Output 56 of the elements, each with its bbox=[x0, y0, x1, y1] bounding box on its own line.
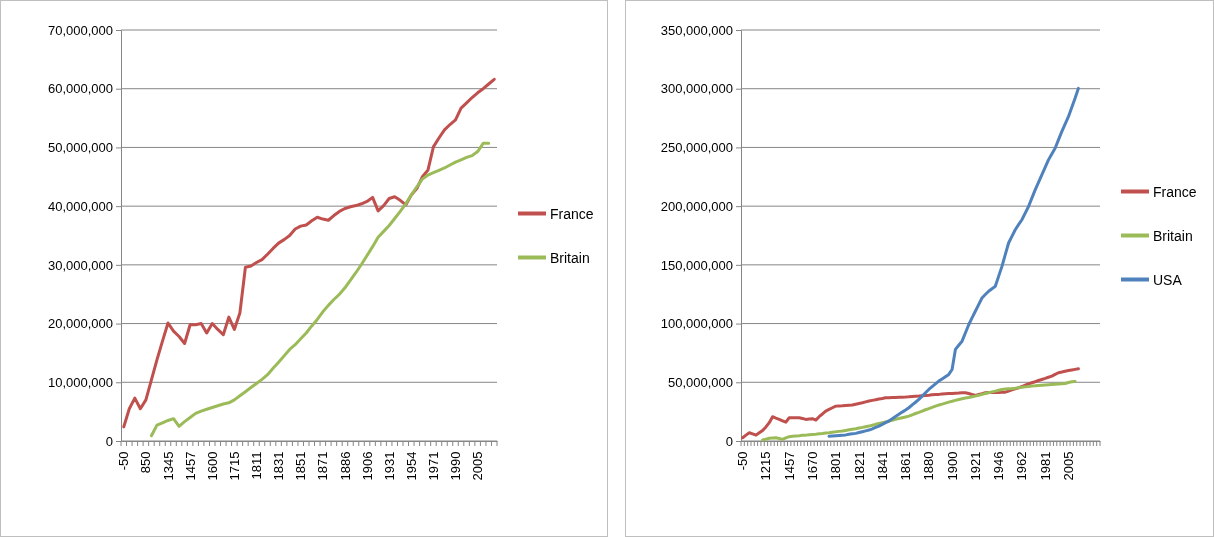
x-tick-label: 1600 bbox=[204, 451, 220, 481]
y-tick-label: 300,000,000 bbox=[660, 81, 733, 97]
x-tick-label: 1886 bbox=[337, 451, 353, 481]
legend-label: Britain bbox=[1153, 227, 1193, 244]
x-tick-label: 1871 bbox=[315, 451, 331, 481]
x-tick-label: -50 bbox=[116, 451, 132, 471]
y-tick-label: 100,000,000 bbox=[660, 316, 733, 332]
x-tick-label: 1861 bbox=[898, 451, 914, 481]
y-tick-label: 50,000,000 bbox=[47, 140, 113, 156]
y-tick-label: 30,000,000 bbox=[47, 257, 113, 273]
x-tick-label: -50 bbox=[735, 451, 751, 471]
x-tick-label: 1841 bbox=[874, 451, 890, 481]
x-tick-label: 1801 bbox=[828, 451, 844, 481]
x-tick-label: 1900 bbox=[944, 451, 960, 481]
x-tick-label: 850 bbox=[138, 451, 154, 474]
legend-label: USA bbox=[1153, 271, 1183, 288]
y-tick-label: 0 bbox=[725, 433, 733, 449]
x-tick-label: 1971 bbox=[425, 451, 441, 481]
line-series bbox=[149, 141, 491, 438]
x-tick-label: 1946 bbox=[991, 451, 1007, 481]
y-tick-label: 70,000,000 bbox=[47, 22, 113, 38]
x-tick-label: 1921 bbox=[967, 451, 983, 481]
y-tick-label: 20,000,000 bbox=[47, 316, 113, 332]
x-tick-label: 1962 bbox=[1014, 451, 1030, 481]
x-tick-label: 1990 bbox=[448, 451, 464, 481]
x-tick-label: 2005 bbox=[1060, 451, 1076, 481]
legend-label: Britain bbox=[550, 249, 590, 266]
line-series bbox=[827, 86, 1080, 438]
y-tick-label: 40,000,000 bbox=[47, 198, 113, 214]
x-tick-label: 1831 bbox=[271, 451, 287, 481]
legend-label: France bbox=[550, 205, 594, 222]
x-tick-label: 1880 bbox=[921, 451, 937, 481]
y-tick-label: 10,000,000 bbox=[47, 374, 113, 390]
x-tick-label: 1811 bbox=[249, 451, 265, 480]
y-tick-label: 250,000,000 bbox=[660, 140, 733, 156]
x-tick-label: 2005 bbox=[470, 451, 486, 481]
x-tick-label: 1906 bbox=[359, 451, 375, 481]
y-tick-label: 0 bbox=[105, 433, 113, 449]
x-tick-label: 1821 bbox=[851, 451, 867, 481]
x-tick-label: 1954 bbox=[403, 451, 419, 481]
x-tick-label: 1345 bbox=[160, 451, 176, 481]
y-tick-label: 350,000,000 bbox=[660, 22, 733, 38]
x-tick-label: 1457 bbox=[781, 451, 797, 481]
x-tick-label: 1851 bbox=[293, 451, 309, 481]
x-tick-label: 1457 bbox=[182, 451, 198, 481]
y-tick-label: 60,000,000 bbox=[47, 81, 113, 97]
x-tick-label: 1715 bbox=[226, 451, 242, 481]
line-series bbox=[761, 379, 1077, 442]
y-tick-label: 200,000,000 bbox=[660, 198, 733, 214]
y-tick-label: 150,000,000 bbox=[660, 257, 733, 273]
x-tick-label: 1981 bbox=[1037, 451, 1053, 481]
y-tick-label: 50,000,000 bbox=[667, 374, 733, 390]
x-tick-label: 1670 bbox=[805, 451, 821, 481]
x-tick-label: 1931 bbox=[381, 451, 397, 481]
x-tick-label: 1215 bbox=[758, 451, 774, 481]
legend-label: France bbox=[1153, 183, 1197, 200]
